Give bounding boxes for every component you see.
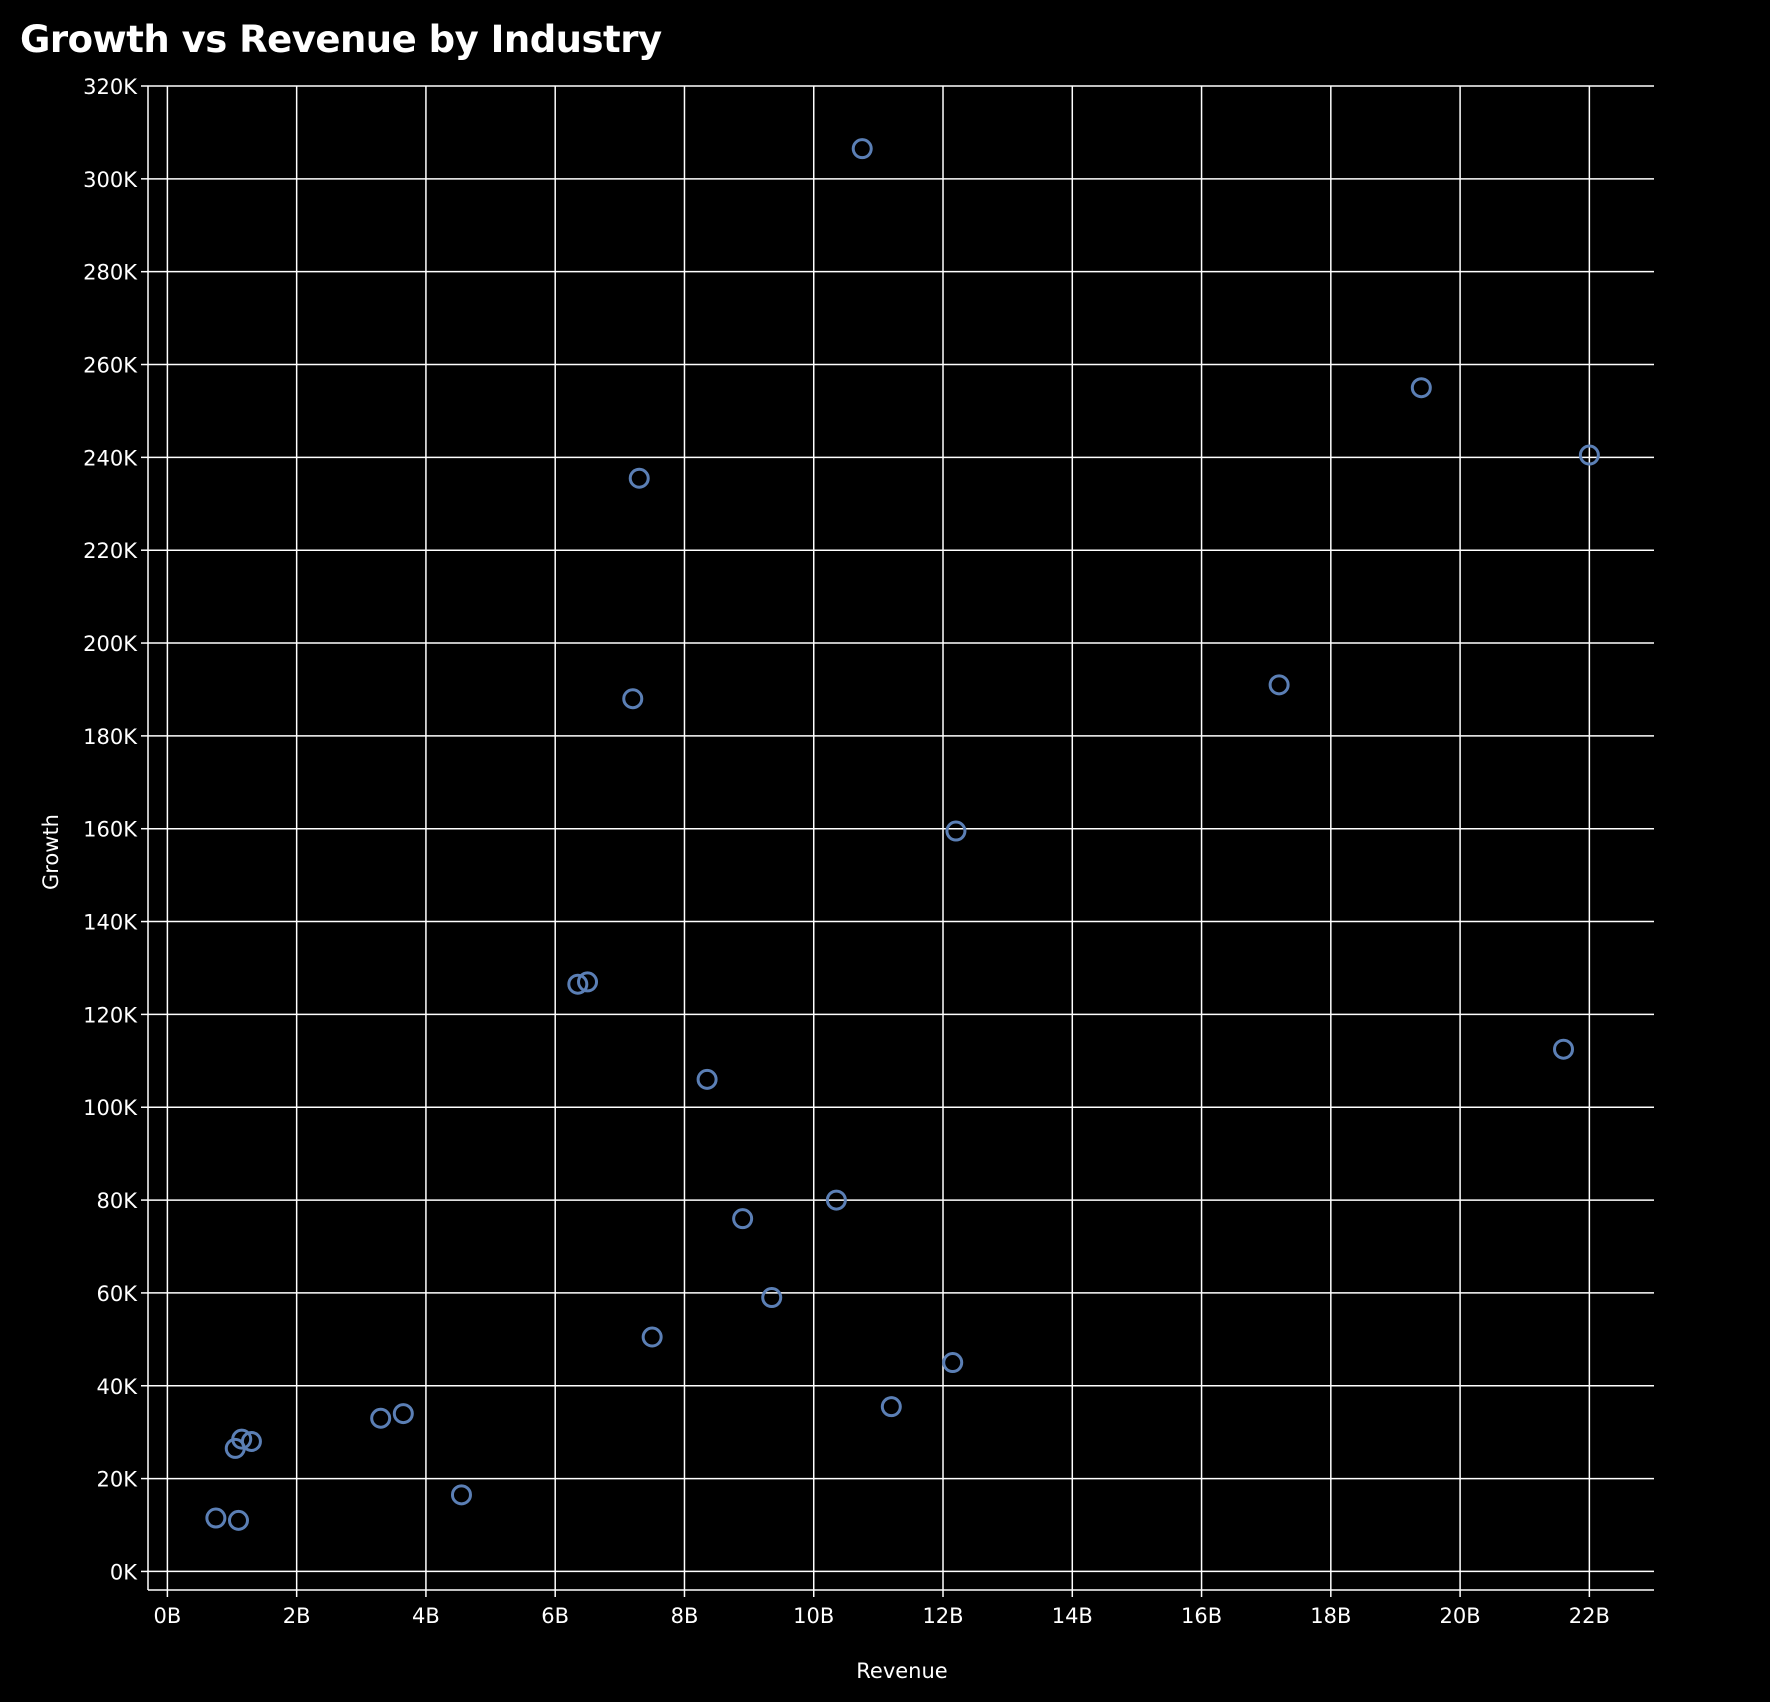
x-tick-label: 16B (1181, 1604, 1222, 1628)
data-point (628, 467, 650, 489)
y-tick-label: 60K (97, 1282, 139, 1306)
x-tick-label: 4B (412, 1604, 440, 1628)
x-tick-label: 6B (541, 1604, 569, 1628)
data-point (696, 1068, 718, 1090)
y-tick-label: 240K (83, 446, 138, 470)
data-point (851, 138, 873, 160)
y-tick-label: 180K (83, 725, 138, 749)
axes: 0B 2B 4B 6B 8B 10B 12B 14B 16B 18B 20B 22B 0K 20K 40K 6… (83, 75, 1654, 1628)
x-tick-label: 10B (793, 1604, 834, 1628)
x-tick-label: 14B (1052, 1604, 1093, 1628)
y-tick-label: 220K (83, 539, 138, 563)
data-point (732, 1208, 754, 1230)
x-tick-label: 12B (922, 1604, 963, 1628)
y-tick-label: 20K (97, 1468, 139, 1492)
data-point (1553, 1038, 1575, 1060)
x-tick-label: 2B (283, 1604, 311, 1628)
data-point (945, 820, 967, 842)
y-tick-label: 260K (83, 354, 138, 378)
y-tick-label: 80K (97, 1189, 139, 1213)
y-tick-label: 0K (110, 1560, 138, 1584)
data-point (1268, 674, 1290, 696)
data-point (227, 1509, 249, 1531)
x-tick-label: 20B (1440, 1604, 1481, 1628)
x-tick-label: 18B (1310, 1604, 1351, 1628)
x-tick-label: 8B (671, 1604, 699, 1628)
data-point (450, 1484, 472, 1506)
y-axis-title: Growth (39, 814, 63, 890)
data-point (880, 1396, 902, 1418)
data-point (641, 1326, 663, 1348)
y-tick-label: 160K (83, 818, 138, 842)
data-point (1410, 377, 1432, 399)
y-tick-label: 280K (83, 261, 138, 285)
data-point (370, 1407, 392, 1429)
chart-title: Growth vs Revenue by Industry (20, 18, 662, 61)
x-axis-title: Revenue (856, 1659, 947, 1683)
data-point (392, 1403, 414, 1425)
data-point (942, 1352, 964, 1374)
y-tick-label: 40K (97, 1375, 139, 1399)
x-tick-label: 22B (1569, 1604, 1610, 1628)
data-points (205, 138, 1600, 1531)
data-point (224, 1437, 246, 1459)
data-point (577, 971, 599, 993)
data-point (825, 1189, 847, 1211)
data-point (205, 1507, 227, 1529)
data-point (622, 688, 644, 710)
grid (148, 85, 1654, 1590)
y-tick-label: 100K (83, 1096, 138, 1120)
x-tick-label: 0B (153, 1604, 181, 1628)
data-point (567, 973, 589, 995)
y-tick-label: 120K (83, 1003, 138, 1027)
y-tick-label: 300K (83, 168, 138, 192)
y-tick-label: 320K (83, 75, 138, 99)
y-tick-label: 140K (83, 911, 138, 935)
data-point (1578, 444, 1600, 466)
y-tick-label: 200K (83, 632, 138, 656)
data-point (761, 1287, 783, 1309)
